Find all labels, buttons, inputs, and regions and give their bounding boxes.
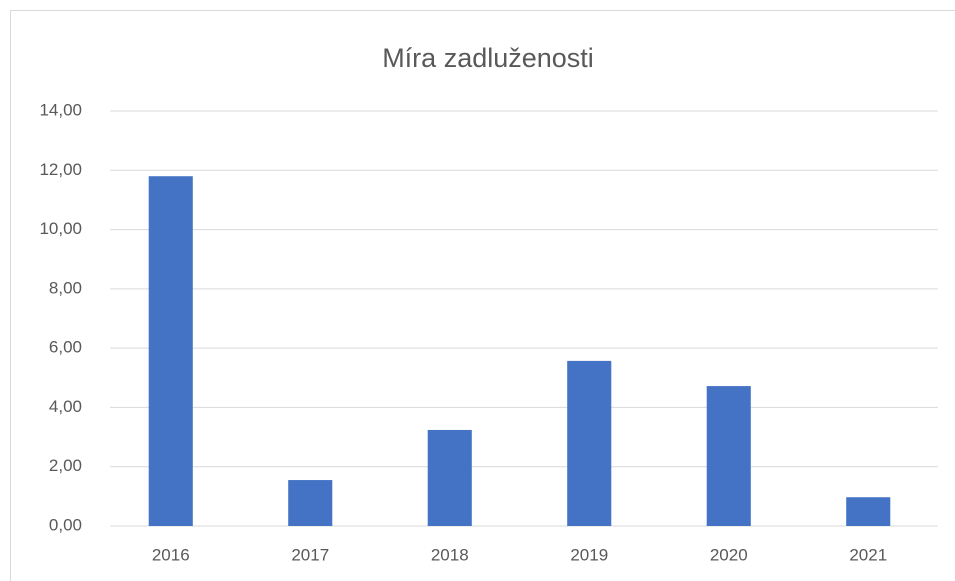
y-tick-label: 10,00 [39, 219, 82, 238]
x-tick-label: 2019 [570, 545, 608, 564]
y-tick-label: 12,00 [39, 160, 82, 179]
y-tick-label: 8,00 [49, 278, 82, 297]
y-tick-label: 14,00 [39, 100, 82, 119]
x-tick-label: 2021 [849, 545, 887, 564]
bar [427, 429, 472, 526]
chart-frame [10, 10, 955, 581]
y-tick-label: 4,00 [49, 397, 82, 416]
chart-title: Míra zadluženosti [382, 43, 594, 73]
x-tick-label: 2017 [291, 545, 329, 564]
bar [288, 480, 333, 526]
bar [846, 497, 891, 526]
x-tick-label: 2016 [152, 545, 190, 564]
y-tick-label: 2,00 [49, 456, 82, 475]
bar [148, 176, 193, 526]
bar [706, 386, 751, 526]
x-tick-label: 2020 [710, 545, 748, 564]
y-tick-label: 0,00 [49, 515, 82, 534]
x-tick-label: 2018 [431, 545, 469, 564]
y-tick-label: 6,00 [49, 338, 82, 357]
bar [567, 360, 612, 526]
